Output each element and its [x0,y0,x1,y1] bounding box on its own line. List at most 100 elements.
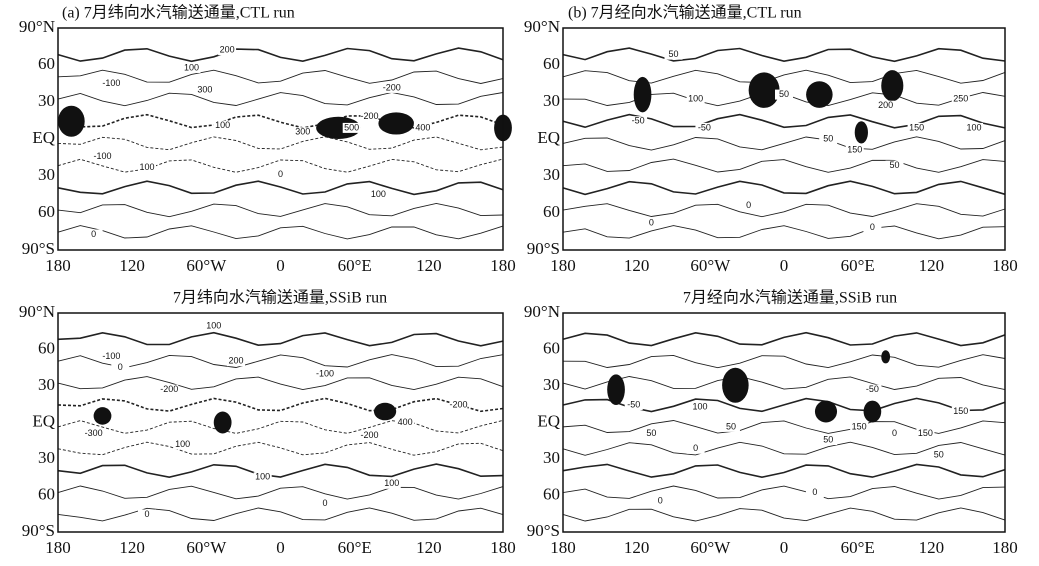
contour-label: 150 [918,428,933,438]
contour-label: 50 [779,89,789,99]
map-panel: 7月纬向水汽输送通量,SSiB run-100100200-200-300-10… [19,289,516,557]
contour-line [563,226,1005,239]
shaded-region [378,112,414,134]
y-axis-label: 60 [38,484,55,503]
contour-line [58,508,503,521]
y-axis-label: EQ [32,411,55,430]
x-axis-label: 60°E [841,538,875,557]
contour-label: 150 [847,144,862,154]
contour-label: 0 [658,496,663,506]
panel-title: 7月纬向水汽输送通量,SSiB run [173,289,387,307]
map-frame [58,313,503,532]
contour-label: -100 [93,151,111,161]
y-axis-label: 60 [38,202,55,221]
shaded-region [58,106,85,137]
contour-label: -50 [632,116,645,126]
contour-label: -100 [316,369,334,379]
contour-label: 100 [175,439,190,449]
x-axis-label: 120 [416,538,442,557]
x-axis-label: 0 [276,538,285,557]
x-axis-label: 180 [550,538,576,557]
contour-label: 100 [206,321,221,331]
contour-label: -200 [160,384,178,394]
y-axis-label: 60 [38,338,55,357]
shaded-region [881,350,890,363]
contour-line [58,377,503,390]
y-axis-label: 30 [38,91,55,110]
contour-line [563,355,1005,368]
x-axis-label: 180 [550,256,576,275]
contour-label: 100 [688,93,703,103]
contour-line [58,442,503,455]
contour-label: -100 [102,351,120,361]
y-axis-label: 30 [38,448,55,467]
y-axis-label: EQ [537,411,560,430]
shaded-region [806,81,833,108]
contour-label: 300 [197,85,212,95]
x-axis-label: 120 [624,538,650,557]
contour-line [58,137,503,150]
contour-line [563,486,1005,499]
shaded-region [722,368,749,403]
contour-label: 0 [278,169,283,179]
contour-line [563,204,1005,217]
y-axis-label: 60 [543,338,560,357]
contour-label: 100 [139,162,154,172]
y-axis-label: EQ [32,128,55,147]
contour-line [563,421,1005,434]
x-axis-label: 120 [119,538,145,557]
contour-line [58,92,503,105]
contour-label: -200 [449,399,467,409]
map-panel: (b) 7月经向水汽输送通量,CTL run50-5010050-5020025… [524,4,1018,275]
x-axis-label: 60°E [338,256,372,275]
contour-label: 50 [726,421,736,431]
contour-label: 150 [909,122,924,132]
contour-label: -50 [627,399,640,409]
x-axis-label: 120 [919,256,945,275]
contour-line [58,333,503,346]
contour-label: 50 [934,450,944,460]
x-axis-label: 180 [490,538,516,557]
shaded-region [855,121,868,143]
x-axis-label: 180 [992,256,1018,275]
contour-label: 50 [823,133,833,143]
y-axis-label: 90°N [524,17,560,36]
contour-label: 50 [889,160,899,170]
contour-label: 0 [118,362,123,372]
y-axis-label: 30 [543,165,560,184]
shaded-region [881,70,903,101]
y-axis-label: 30 [543,375,560,394]
panel-title: 7月经向水汽输送通量,SSiB run [683,289,897,307]
x-axis-label: 0 [780,256,789,275]
x-axis-label: 60°W [186,256,227,275]
contour-line [58,486,503,499]
map-panel: (a) 7月纬向水汽输送通量,CTL run200100-100300-2001… [19,4,516,275]
contour-label: 150 [852,421,867,431]
contour-line [563,70,1005,83]
shaded-region [214,412,232,434]
panel-title: (b) 7月经向水汽输送通量,CTL run [568,4,802,22]
x-axis-label: 180 [45,538,71,557]
contour-label: 200 [220,45,235,55]
contour-label: 300 [295,127,310,137]
shaded-region [815,401,837,423]
x-axis-label: 60°E [841,256,875,275]
contour-line [58,115,503,128]
y-axis-label: 30 [38,375,55,394]
shaded-region [94,407,112,425]
contour-label: -200 [383,82,401,92]
shaded-region [607,374,625,405]
y-axis-label: 30 [38,165,55,184]
contour-line [563,181,1005,194]
contour-label: 100 [967,122,982,132]
contour-line [563,137,1005,150]
contour-line [563,159,1005,172]
contour-label: -200 [360,111,378,121]
contour-line [58,203,503,216]
contour-label: -100 [102,78,120,88]
contour-line [563,508,1005,521]
y-axis-label: 60 [543,202,560,221]
x-axis-label: 0 [276,256,285,275]
y-axis-label: 30 [543,448,560,467]
